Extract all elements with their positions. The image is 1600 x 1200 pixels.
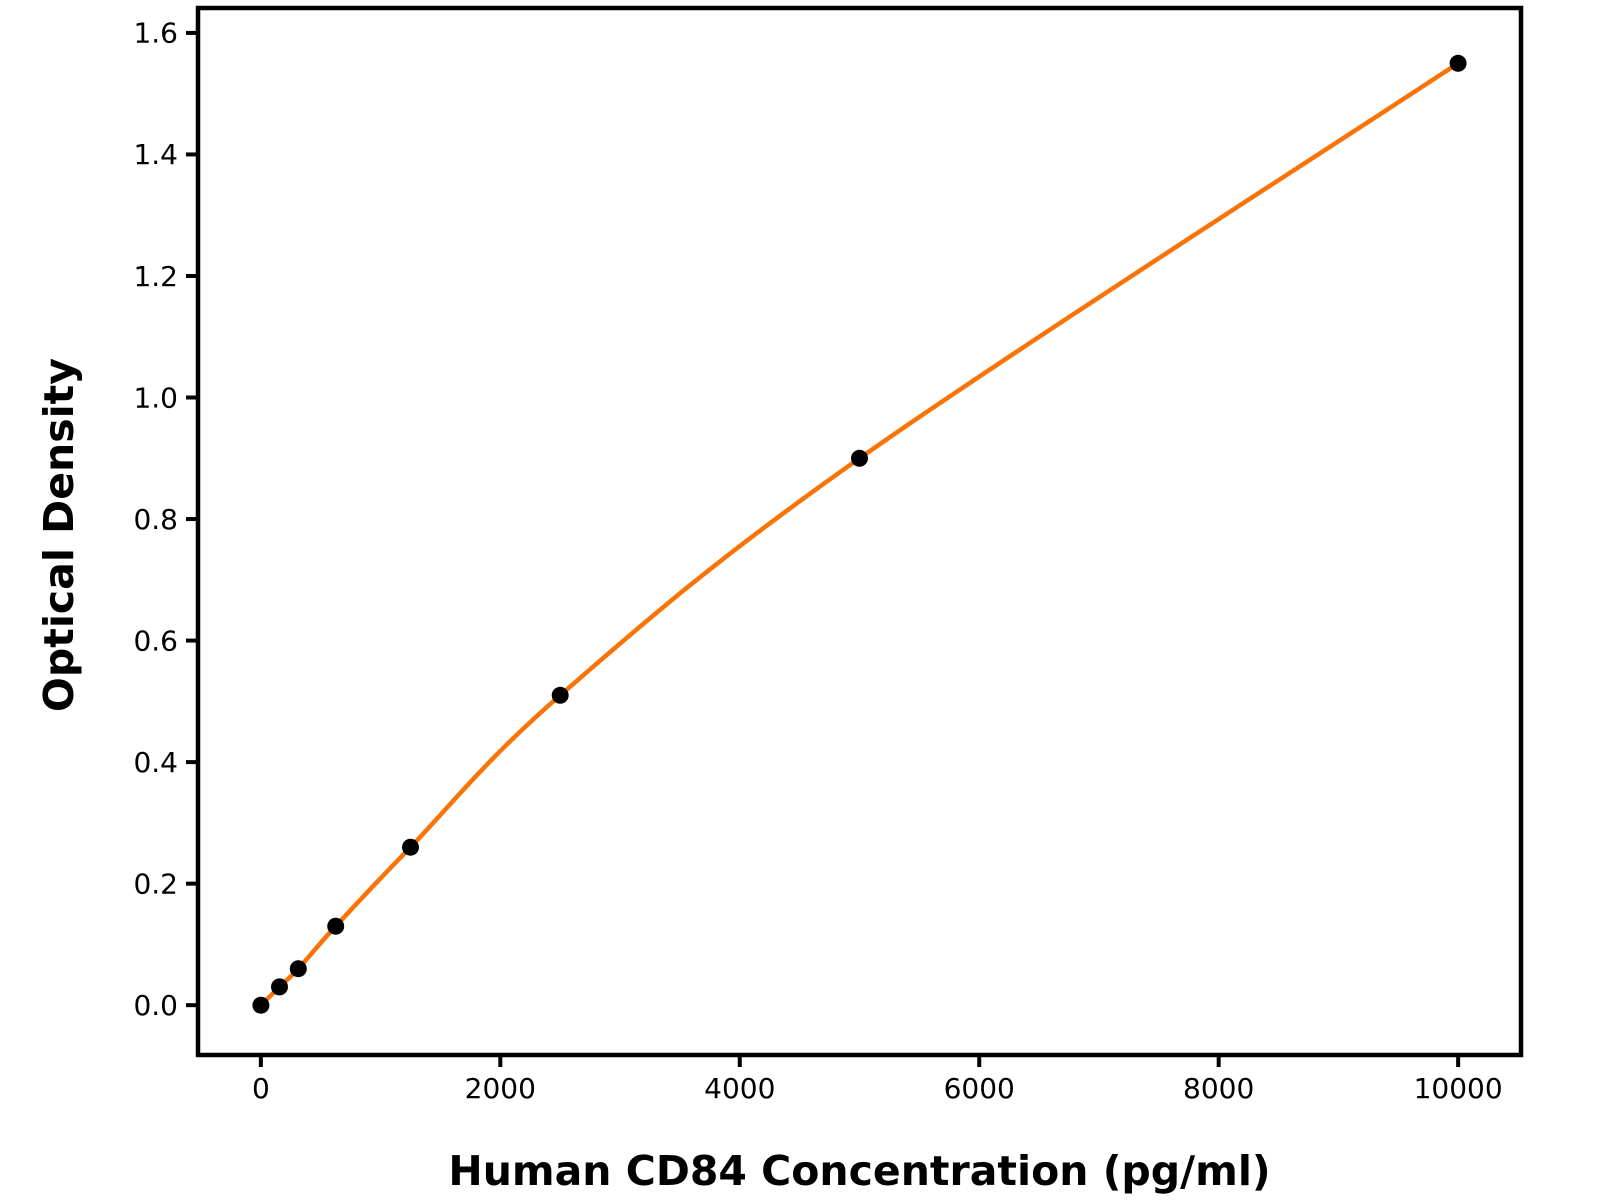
x-tick-label: 10000 — [1414, 1072, 1503, 1105]
x-tick-label: 0 — [252, 1072, 270, 1105]
data-point — [1449, 54, 1467, 72]
data-point — [327, 917, 345, 935]
data-point — [289, 960, 307, 978]
y-tick-label: 0.2 — [133, 867, 178, 900]
y-tick-label: 1.4 — [133, 138, 178, 171]
data-point — [402, 838, 419, 856]
x-tick-label: 6000 — [944, 1072, 1015, 1105]
y-tick-label: 0.0 — [133, 989, 178, 1022]
y-tick-label: 1.0 — [133, 381, 178, 414]
y-tick-label: 0.4 — [133, 746, 178, 779]
x-tick-label: 8000 — [1183, 1072, 1254, 1105]
y-tick-label: 1.2 — [133, 260, 178, 293]
x-axis-title: Human CD84 Concentration (pg/ml) — [448, 1147, 1271, 1195]
y-tick-label: 0.6 — [133, 624, 178, 657]
data-point — [551, 686, 569, 704]
fitted-standard-curve — [258, 61, 1461, 1008]
y-tick-label: 0.8 — [133, 503, 178, 536]
data-point — [271, 978, 288, 996]
plot-border — [195, 5, 1524, 1058]
x-tick-label: 4000 — [704, 1072, 775, 1105]
y-axis-title: Optical Density — [35, 358, 83, 712]
data-point — [851, 449, 868, 467]
data-point — [252, 996, 270, 1014]
y-tick-label: 1.6 — [133, 17, 178, 50]
x-tick-label: 2000 — [465, 1072, 536, 1105]
